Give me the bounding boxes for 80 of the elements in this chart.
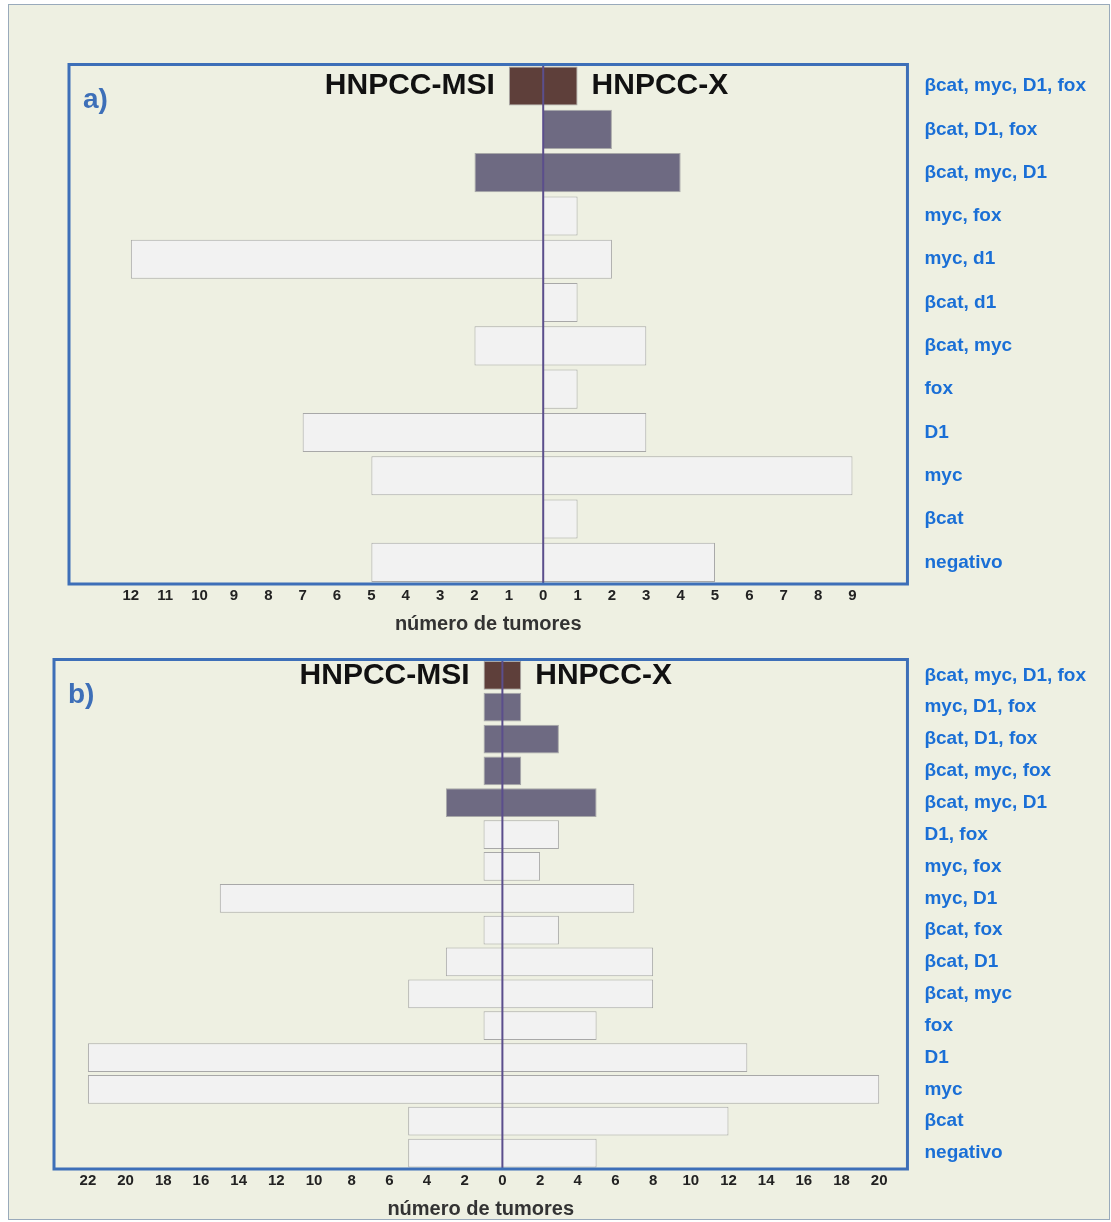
- y-tick-label: βcat, myc, D1: [924, 790, 1048, 812]
- x-tick-label: 3: [642, 586, 651, 604]
- x-tick-label: 4: [422, 1171, 432, 1189]
- y-tick-label: βcat, myc, D1, fox: [924, 74, 1087, 96]
- x-tick-label: 8: [264, 586, 273, 604]
- x-tick-label: 6: [745, 586, 754, 604]
- y-tick-label: myc, D1: [924, 886, 998, 908]
- x-tick-label: 9: [848, 586, 857, 604]
- x-tick-label: 9: [229, 586, 239, 604]
- y-tick-label: βcat, fox: [924, 918, 1003, 940]
- y-tick-label: myc, D1, fox: [924, 695, 1037, 717]
- y-tick-label: myc, d1: [924, 247, 996, 269]
- y-tick-label: βcat, D1, fox: [924, 727, 1038, 749]
- x-tick-label: 12: [267, 1171, 285, 1189]
- x-tick-label: 12: [720, 1171, 737, 1189]
- x-tick-label: 0: [498, 1171, 507, 1189]
- x-tick-label: 22: [79, 1171, 97, 1189]
- y-tick-label: D1, fox: [924, 822, 989, 844]
- x-tick-label: 18: [154, 1171, 172, 1189]
- x-tick-label: 10: [682, 1171, 700, 1189]
- x-tick-label: 0: [539, 586, 548, 604]
- x-tick-label: 16: [795, 1171, 813, 1189]
- y-tick-label: myc: [924, 463, 963, 485]
- x-tick-label: 18: [833, 1171, 850, 1189]
- x-tick-label: 14: [230, 1171, 248, 1189]
- x-tick-label: 6: [332, 586, 342, 604]
- x-tick-label: 1: [504, 586, 514, 604]
- x-tick-label: 7: [298, 586, 307, 604]
- series-label: HNPCC-MSI: [324, 67, 495, 101]
- x-tick-label: 4: [573, 1171, 583, 1189]
- x-tick-label: 12: [122, 586, 140, 604]
- x-tick-label: 4: [676, 586, 686, 604]
- x-tick-label: 8: [648, 1171, 658, 1189]
- series-label: HNPCC-X: [535, 656, 672, 690]
- x-tick-label: 11: [157, 586, 174, 604]
- series-label: HNPCC-X: [591, 67, 729, 101]
- x-tick-label: 20: [870, 1171, 888, 1189]
- x-tick-label: 2: [470, 586, 479, 604]
- y-tick-label: βcat: [924, 1109, 965, 1131]
- x-tick-label: 2: [535, 1171, 545, 1189]
- y-tick-label: βcat, myc, D1: [924, 160, 1048, 182]
- x-tick-label: 1: [573, 586, 582, 604]
- x-tick-label: 7: [779, 586, 788, 604]
- y-tick-label: D1: [924, 420, 950, 442]
- y-tick-label: βcat, D1, fox: [924, 117, 1038, 139]
- x-tick-label: 20: [117, 1171, 134, 1189]
- text: a): [83, 83, 108, 115]
- y-tick-label: negativo: [924, 550, 1003, 572]
- x-tick-label: 10: [305, 1171, 323, 1189]
- y-tick-label: myc, fox: [924, 854, 1002, 876]
- x-tick-label: 5: [710, 586, 720, 604]
- x-axis-title: número de tumores: [394, 611, 582, 634]
- x-tick-label: 2: [460, 1171, 469, 1189]
- y-tick-label: D1: [924, 1045, 950, 1067]
- x-tick-label: 16: [192, 1171, 210, 1189]
- x-tick-label: 14: [757, 1171, 776, 1189]
- y-tick-label: βcat, d1: [924, 290, 997, 312]
- x-tick-label: 6: [611, 1171, 620, 1189]
- y-tick-label: βcat: [924, 507, 965, 529]
- y-tick-label: myc: [924, 1077, 963, 1099]
- y-tick-label: myc, fox: [924, 204, 1002, 226]
- series-label: HNPCC-MSI: [299, 656, 470, 690]
- x-tick-label: 2: [607, 586, 617, 604]
- y-tick-label: βcat, myc, D1, fox: [924, 663, 1087, 685]
- x-tick-label: 3: [435, 586, 445, 604]
- x-tick-label: 5: [367, 586, 376, 604]
- y-tick-label: fox: [924, 377, 954, 399]
- x-tick-label: 10: [191, 586, 208, 604]
- y-tick-label: βcat, myc: [924, 982, 1013, 1004]
- y-tick-label: negativo: [924, 1141, 1003, 1163]
- x-tick-label: 6: [385, 1171, 394, 1189]
- y-tick-label: βcat, D1: [924, 950, 999, 972]
- x-tick-label: 8: [813, 586, 823, 604]
- y-tick-label: βcat, myc: [924, 334, 1013, 356]
- x-tick-label: 8: [347, 1171, 356, 1189]
- y-tick-label: βcat, myc, fox: [924, 759, 1052, 781]
- y-tick-label: fox: [924, 1013, 954, 1035]
- x-tick-label: 4: [401, 586, 411, 604]
- text: b): [68, 678, 95, 710]
- x-axis-title: número de tumores: [387, 1196, 575, 1219]
